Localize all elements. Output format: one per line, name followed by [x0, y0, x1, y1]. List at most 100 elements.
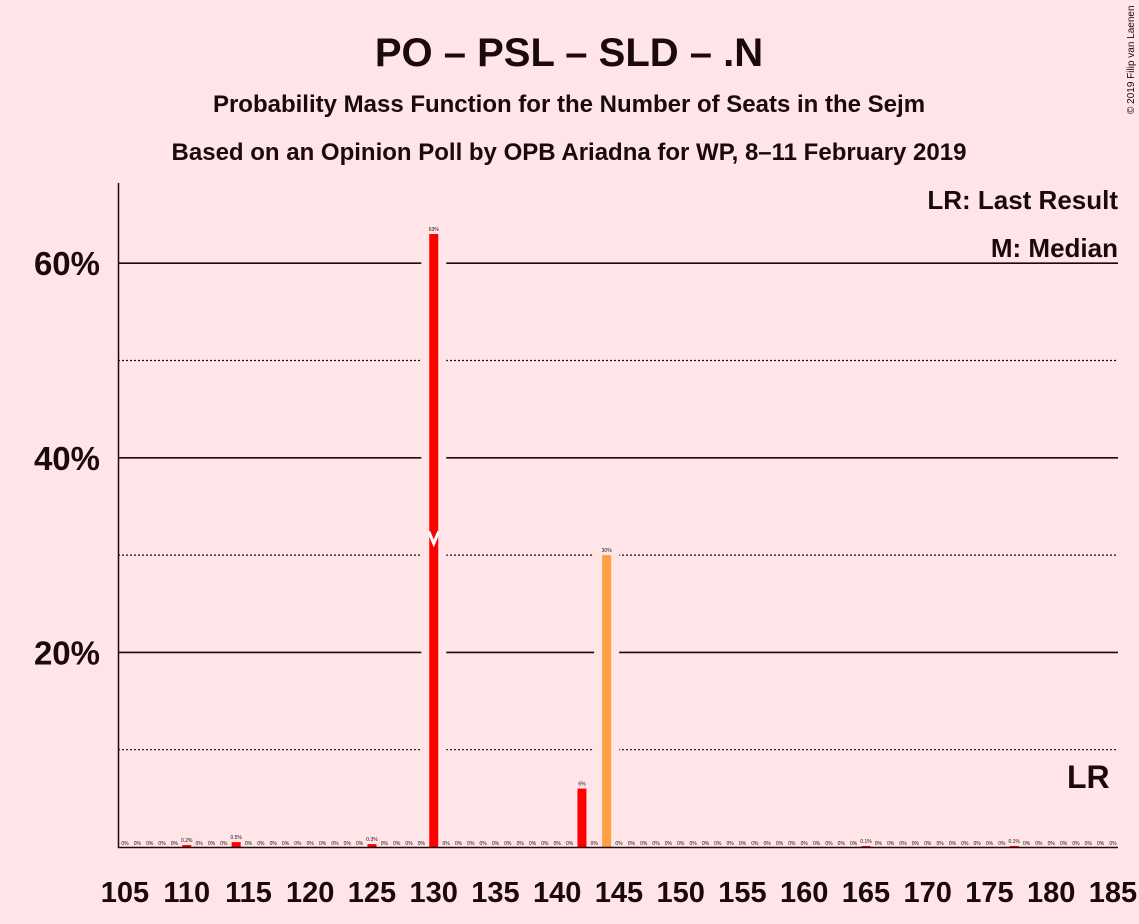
legend-last-result: LR: Last Result: [927, 185, 1118, 215]
x-tick-label: 185: [1089, 877, 1137, 909]
bar: [861, 846, 871, 847]
last-result-marker: LR: [1067, 759, 1110, 795]
bar-value-label: 0%: [714, 841, 722, 847]
bar-value-labels: 0% 0% 0% 0% 0% 0.2% 0% 0% 0%0.5%0% 0% 0% 0% 0% 0% 0% 0%…: [121, 227, 1117, 847]
bar: [231, 842, 241, 847]
x-tick-label: 140: [533, 877, 581, 909]
bar-value-label: 0%: [677, 841, 685, 847]
bar-value-label: 0%: [689, 841, 697, 847]
bar-value-label: 0%: [566, 841, 574, 847]
bar: [602, 555, 612, 847]
bar-value-label: 0%: [764, 841, 772, 847]
bar-value-label: 0%: [652, 841, 660, 847]
bar-value-label: 0.1%: [860, 839, 872, 845]
x-tick-label: 145: [595, 877, 643, 909]
bar-value-label: 0.1%: [1008, 839, 1020, 845]
bar-value-label: 0%: [591, 841, 599, 847]
bar-value-label: 0.5%: [230, 835, 242, 841]
bar-value-label: 0%: [615, 841, 623, 847]
bar-value-label: 0%: [1085, 841, 1093, 847]
bar-value-label: 0%: [838, 841, 846, 847]
y-axis-ticks: 20% 40% 60%: [34, 245, 100, 671]
bar-value-label: 0%: [171, 841, 179, 847]
bar-value-label: 30%: [602, 548, 613, 554]
bar-value-label: 0%: [356, 841, 364, 847]
bar-value-label: 0%: [245, 841, 253, 847]
bar-value-label: 0%: [974, 841, 982, 847]
bar-value-label: 0%: [467, 841, 475, 847]
bar-value-label: 0%: [381, 841, 389, 847]
bar-value-label: 0%: [949, 841, 957, 847]
x-tick-label: 175: [965, 877, 1013, 909]
bar-value-label: 0%: [270, 841, 278, 847]
x-tick-label: 125: [348, 877, 396, 909]
bar: [1009, 846, 1019, 847]
bar-value-label: 0%: [887, 841, 895, 847]
bar-value-label: 0%: [776, 841, 784, 847]
x-tick-label: 135: [471, 877, 519, 909]
bar-value-label: 0%: [850, 841, 858, 847]
bar-value-label: 0%: [319, 841, 327, 847]
y-tick-label: 40%: [34, 440, 100, 477]
bar-value-label: 0%: [405, 841, 413, 847]
bar-value-label: 0%: [455, 841, 463, 847]
bar-value-label: 0%: [442, 841, 450, 847]
x-tick-label: 155: [718, 877, 766, 909]
bar-value-label: 0%: [1035, 841, 1043, 847]
bar-value-label: 0%: [1072, 841, 1080, 847]
bar-value-label: 0%: [788, 841, 796, 847]
bar-value-label: 0%: [282, 841, 290, 847]
bar-value-label: 0%: [702, 841, 710, 847]
bar-value-label: 0%: [331, 841, 339, 847]
bar-value-label: 0%: [195, 841, 203, 847]
x-tick-label: 165: [842, 877, 890, 909]
x-tick-label: 105: [101, 877, 149, 909]
bar-value-label: 0%: [307, 841, 315, 847]
bar-value-label: 0%: [554, 841, 562, 847]
bar-value-label: 0%: [998, 841, 1006, 847]
bar-value-label: 0%: [1097, 841, 1105, 847]
bar-value-label: 0%: [529, 841, 537, 847]
bar-value-label: 0%: [121, 841, 129, 847]
bar-value-label: 0%: [344, 841, 352, 847]
bar-value-label: 0%: [912, 841, 920, 847]
bar-value-label: 0%: [813, 841, 821, 847]
chart-subtitle: Probability Mass Function for the Number…: [213, 91, 925, 118]
bar: [577, 788, 587, 847]
bar-series: [182, 224, 1019, 847]
bar-value-label: 0%: [825, 841, 833, 847]
y-tick-label: 20%: [34, 634, 100, 671]
x-tick-label: 120: [286, 877, 334, 909]
bar-value-label: 0%: [1060, 841, 1068, 847]
bar-value-label: 0%: [751, 841, 759, 847]
x-axis-ticks: 105 110 115 120 125 130 135 140 145 150 155 160 165 1…: [101, 877, 1137, 909]
bar-value-label: 6%: [578, 782, 586, 788]
bar-value-label: 0%: [541, 841, 549, 847]
bar-value-label: 0%: [492, 841, 500, 847]
y-tick-label: 60%: [34, 245, 100, 282]
bar-value-label: 0.3%: [366, 837, 378, 843]
bar-value-label: 0%: [257, 841, 265, 847]
bar-value-label: 0%: [1023, 841, 1031, 847]
bar-value-label: 0%: [1109, 841, 1117, 847]
bar-value-label: 0%: [924, 841, 932, 847]
bar-value-label: 0%: [875, 841, 883, 847]
bar-value-label: 0%: [665, 841, 673, 847]
copyright-notice: © 2019 Filip van Laenen: [1126, 5, 1137, 114]
bar-value-label: 0%: [504, 841, 512, 847]
x-tick-label: 180: [1027, 877, 1075, 909]
bar-value-label: 0%: [146, 841, 154, 847]
chart-title: PO – PSL – SLD – .N: [375, 31, 763, 75]
bar-value-label: 0%: [208, 841, 216, 847]
x-tick-label: 110: [163, 877, 210, 909]
bar-value-label: 0%: [220, 841, 228, 847]
bar-value-label: 0%: [1048, 841, 1056, 847]
legend-median: M: Median: [991, 233, 1118, 263]
bar-value-label: 0%: [158, 841, 166, 847]
x-tick-label: 150: [657, 877, 705, 909]
bar-value-label: 63%: [429, 227, 440, 233]
x-tick-label: 130: [410, 877, 458, 909]
bar-value-label: 0.2%: [181, 838, 193, 844]
bar-value-label: 0%: [899, 841, 907, 847]
bar: [367, 844, 377, 847]
